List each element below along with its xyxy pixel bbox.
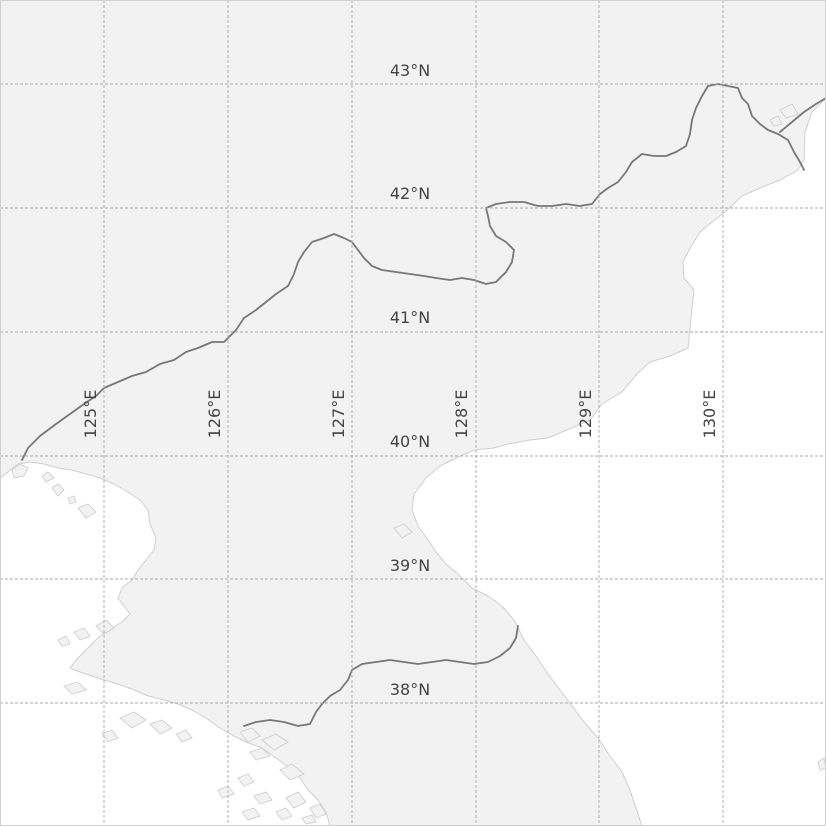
longitude-label-127: 127°E: [329, 390, 348, 439]
longitude-label-128: 128°E: [452, 390, 471, 439]
latitude-labels: 43°N 42°N 41°N 40°N 39°N 38°N: [390, 61, 430, 699]
latitude-label-42: 42°N: [390, 184, 430, 203]
border-north-korea-russia: [779, 97, 826, 133]
latitude-label-41: 41°N: [390, 308, 430, 327]
longitude-label-125: 125°E: [81, 390, 100, 439]
latitude-label-40: 40°N: [390, 432, 430, 451]
latitude-label-39: 39°N: [390, 556, 430, 575]
longitude-label-129: 129°E: [576, 390, 595, 439]
border-china-north-korea: [21, 83, 805, 461]
border-north-south-korea: [243, 625, 519, 727]
islands: [11, 103, 826, 825]
longitude-labels: 125°E 126°E 127°E 128°E 129°E 130°E: [81, 390, 719, 439]
latitude-label-43: 43°N: [390, 61, 430, 80]
longitude-label-126: 126°E: [205, 390, 224, 439]
longitude-label-130: 130°E: [700, 390, 719, 439]
latitude-label-38: 38°N: [390, 680, 430, 699]
